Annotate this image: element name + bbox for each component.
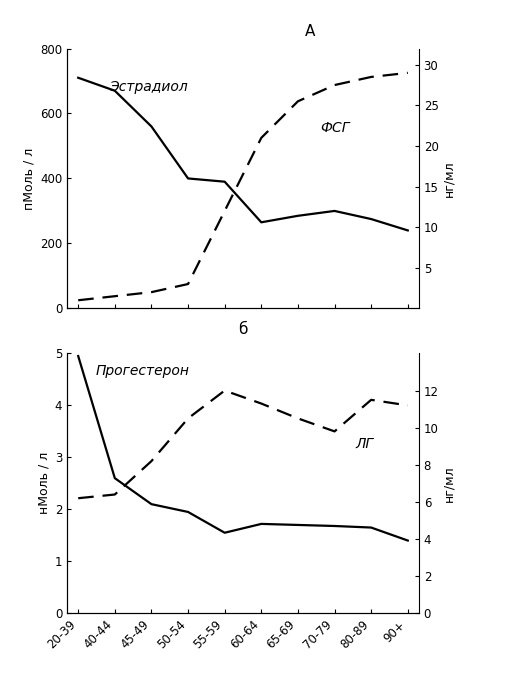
Y-axis label: пМоль / л: пМоль / л: [23, 148, 36, 209]
Y-axis label: нг/мл: нг/мл: [443, 160, 455, 197]
Text: ФСГ: ФСГ: [321, 121, 350, 135]
Text: б: б: [238, 322, 248, 337]
Y-axis label: нг/мл: нг/мл: [443, 465, 456, 502]
Y-axis label: нМоль / л: нМоль / л: [38, 453, 51, 514]
Text: Эстрадиол: Эстрадиол: [110, 80, 188, 94]
Text: ЛГ: ЛГ: [356, 437, 374, 450]
Text: Прогестерон: Прогестерон: [95, 364, 189, 378]
Text: А: А: [305, 24, 315, 39]
